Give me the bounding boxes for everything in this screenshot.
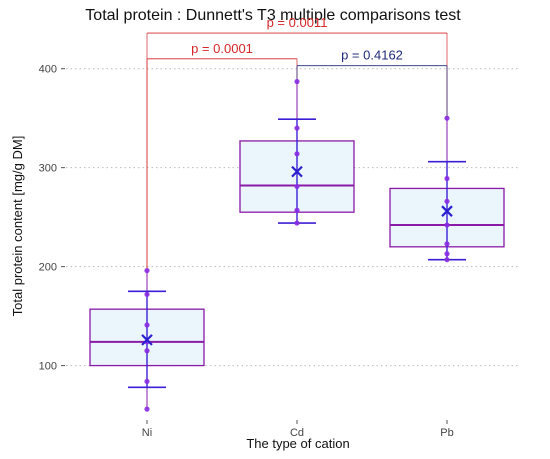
data-point [144, 406, 150, 412]
x-tick-label: Cd [290, 427, 304, 439]
data-point [144, 291, 150, 297]
data-point [444, 175, 450, 182]
data-point [144, 267, 150, 274]
data-point [444, 257, 450, 263]
box-group-pb [389, 115, 505, 263]
p-value-label: p = 0.4162 [341, 48, 403, 63]
data-point [294, 151, 300, 157]
x-tick-label: Ni [142, 427, 152, 439]
x-tick-label: Pb [440, 427, 453, 439]
data-point [444, 222, 450, 228]
p-value-label: p = 0.0011 [267, 15, 328, 30]
x-axis-label: The type of cation [246, 436, 349, 451]
data-point [444, 115, 450, 121]
y-tick-label: 300 [39, 163, 57, 175]
data-point [294, 207, 300, 213]
data-point [144, 348, 150, 354]
comparison-brackets: p = 0.0001 p = 0.0011 p = 0.4162 [146, 15, 448, 271]
mean-marker [441, 205, 453, 217]
y-tick-label: 100 [39, 361, 57, 373]
comparison-cd-pb: p = 0.4162 [296, 48, 448, 119]
data-point [444, 241, 450, 247]
grid-lines [66, 68, 520, 367]
y-axis-label: Total protein content [mg/g DM] [10, 136, 25, 317]
mean-marker [291, 165, 303, 178]
data-point [444, 251, 450, 257]
y-tick-label: 400 [39, 64, 57, 76]
y-axis-ticks: 100 200 300 400 [39, 64, 65, 373]
data-point [444, 198, 450, 204]
data-point [294, 220, 300, 226]
data-point [294, 125, 300, 131]
chart-title: Total protein : Dunnett's T3 multiple co… [85, 7, 461, 24]
p-value-label: p = 0.0001 [191, 41, 253, 56]
data-point [294, 183, 300, 190]
data-point [294, 78, 300, 85]
data-point [144, 378, 150, 385]
box-group-cd [239, 78, 355, 226]
mean-marker [141, 334, 153, 346]
box-series [89, 78, 505, 412]
y-tick-label: 200 [39, 262, 57, 274]
box-group-ni [89, 267, 205, 412]
data-point [144, 322, 150, 328]
x-axis-ticks: Ni Cd Pb [142, 420, 454, 439]
